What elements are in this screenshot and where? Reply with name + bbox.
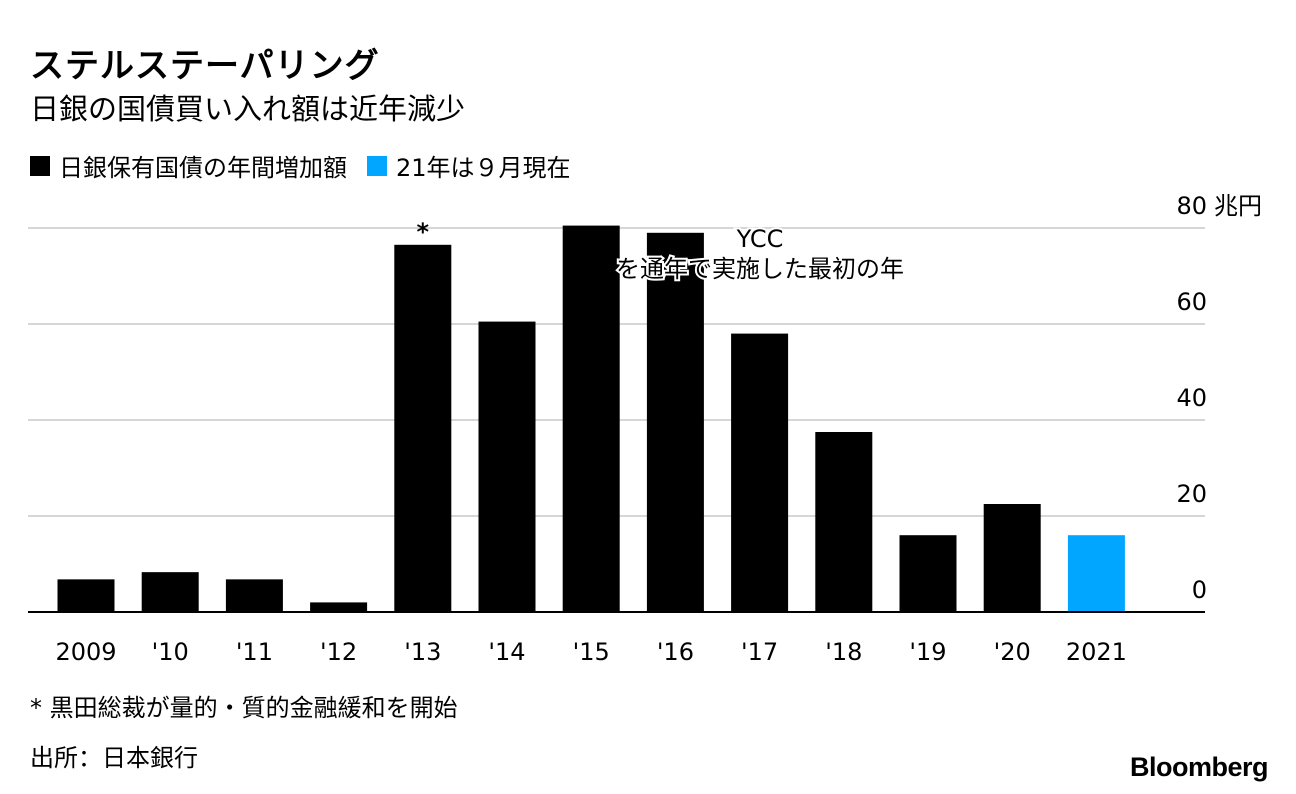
bar [1067,535,1125,612]
annotation-ycc-line1: YCC [736,225,784,253]
footnote: * 黒田総裁が量的・質的金融緩和を開始 [30,694,458,722]
bar [731,333,789,612]
y-tick-label: 80 [1176,192,1207,220]
x-tick-label: '15 [573,638,610,666]
y-tick-label: 20 [1176,480,1207,508]
x-tick-label: '20 [994,638,1031,666]
bar [983,504,1041,612]
legend-item-2021: 21年は９月現在 [367,148,571,183]
bar [815,432,873,612]
y-tick-label: 60 [1176,288,1207,316]
legend-label-holdings: 日銀保有国債の年間増加額 [59,154,347,182]
bar [394,244,452,613]
x-tick-label: '17 [741,638,778,666]
x-tick-label: 2021 [1066,638,1127,666]
chart-subtitle: 日銀の国債買い入れ額は近年減少 [30,92,466,126]
legend: 日銀保有国債の年間増加額 21年は９月現在 [30,148,591,183]
bar [141,572,199,612]
y-tick-label: 0 [1192,576,1207,604]
bar [478,321,536,612]
x-tick-label: '11 [236,638,273,666]
x-tick-label: '10 [152,638,189,666]
y-unit-label: 兆円 [1214,192,1262,220]
bar [225,579,283,612]
bar [310,602,368,612]
legend-item-holdings: 日銀保有国債の年間増加額 [30,148,347,183]
legend-swatch-black [30,155,50,176]
legend-swatch-blue [367,155,387,176]
bar [646,232,704,613]
x-tick-label: '14 [488,638,525,666]
x-tick-label: '16 [657,638,694,666]
x-tick-label: '19 [909,638,946,666]
x-tick-label: '13 [404,638,441,666]
legend-label-2021: 21年は９月現在 [396,154,571,182]
bar [562,225,620,612]
x-tick-label: '12 [320,638,357,666]
x-tick-label: '18 [825,638,862,666]
x-tick-label: 2009 [55,638,116,666]
y-tick-label: 40 [1176,384,1207,412]
bar [57,579,115,612]
source-note: 出所：日本銀行 [30,744,198,772]
bar [899,535,957,612]
annotation-asterisk: * [417,218,430,246]
bloomberg-logo: Bloomberg [1129,752,1269,782]
chart-title: ステルステーパリング [30,46,380,86]
annotation-ycc-line2: を通年で実施した最初の年 [616,255,904,283]
